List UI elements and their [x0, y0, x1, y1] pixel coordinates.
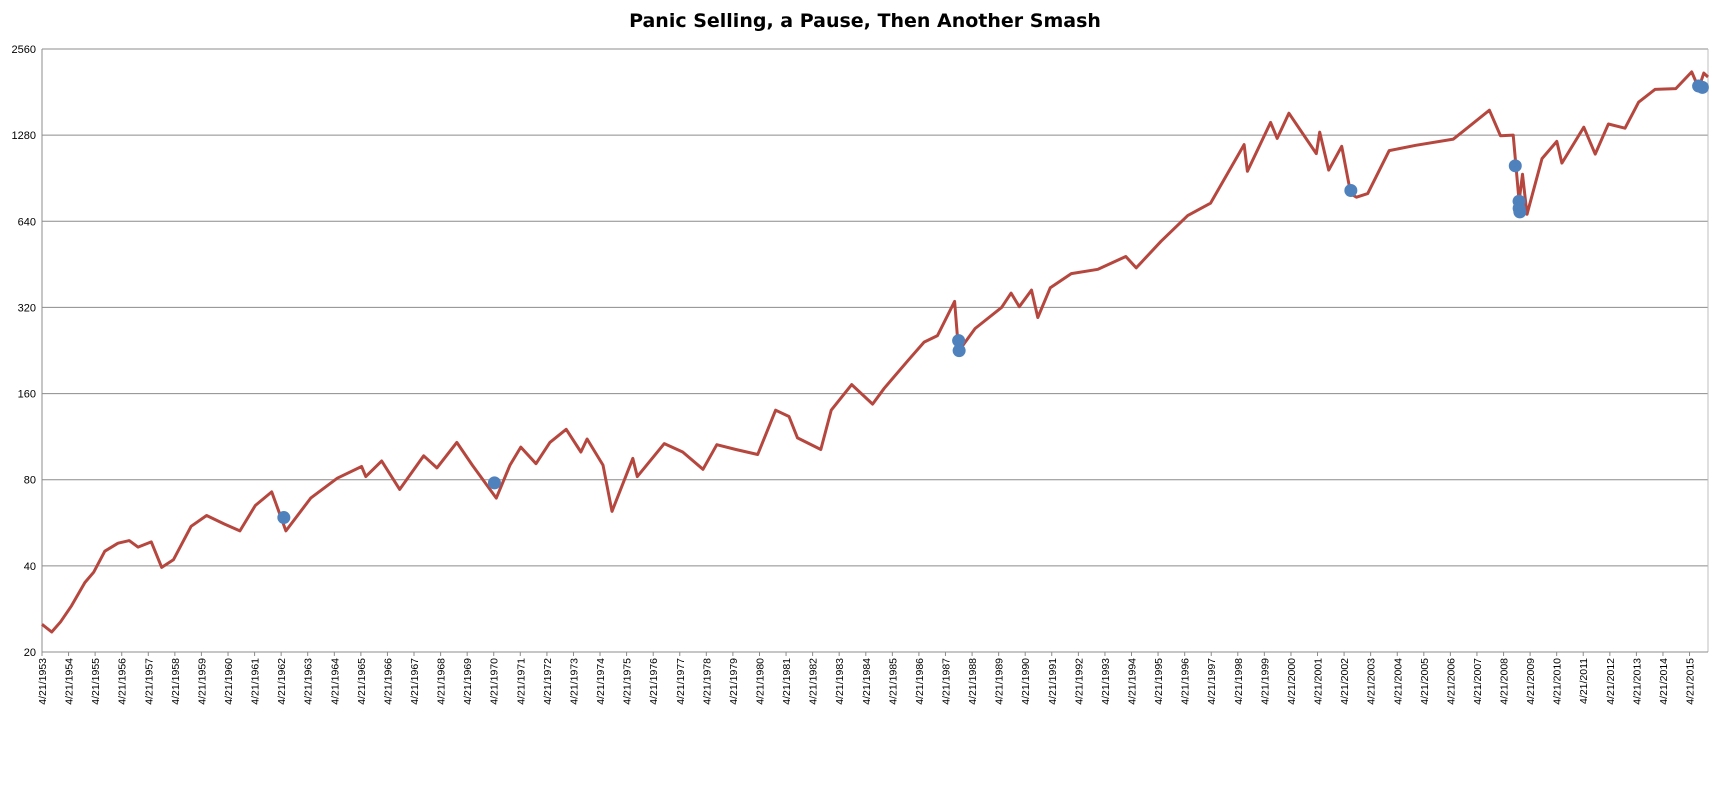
x-tick-label: 4/21/1965 [356, 658, 368, 705]
panic-marker [1695, 80, 1709, 94]
x-tick-label: 4/21/1993 [1100, 658, 1112, 705]
chart-title: Panic Selling, a Pause, Then Another Sma… [629, 10, 1101, 32]
x-tick-label: 4/21/1972 [542, 658, 554, 705]
x-tick-label: 4/21/2015 [1685, 658, 1697, 705]
x-tick-label: 4/21/1991 [1047, 658, 1059, 705]
x-tick-label: 4/21/1979 [728, 658, 740, 705]
x-tick-label: 4/21/1966 [382, 658, 394, 705]
x-tick-label: 4/21/2012 [1605, 658, 1617, 705]
x-tick-label: 4/21/2014 [1658, 658, 1670, 705]
x-tick-label: 4/21/1995 [1153, 658, 1165, 705]
x-tick-label: 4/21/1987 [940, 658, 952, 705]
x-tick-label: 4/21/1956 [117, 658, 129, 705]
x-tick-label: 4/21/1973 [568, 658, 580, 705]
x-tick-label: 4/21/1984 [861, 658, 873, 705]
x-tick-label: 4/21/2009 [1525, 658, 1537, 705]
x-tick-label: 4/21/1989 [994, 658, 1006, 705]
x-tick-label: 4/21/1985 [887, 658, 899, 705]
x-tick-label: 4/21/1974 [595, 658, 607, 705]
panic-marker [1344, 183, 1358, 197]
x-tick-label: 4/21/1997 [1206, 658, 1218, 705]
y-tick-label: 320 [18, 302, 36, 314]
x-tick-label: 4/21/2011 [1578, 658, 1590, 704]
y-tick-label: 40 [24, 561, 36, 573]
series-layer [41, 70, 1710, 634]
x-tick-label: 4/21/1954 [64, 658, 76, 705]
x-tick-label: 4/21/1977 [675, 658, 687, 705]
x-tick-label: 4/21/1996 [1180, 658, 1192, 705]
x-tick-label: 4/21/1982 [808, 658, 820, 705]
x-tick-label: 4/21/1976 [648, 658, 660, 705]
x-tick-label: 4/21/1967 [409, 658, 421, 705]
panic-marker [952, 344, 966, 358]
x-tick-label: 4/21/2008 [1499, 658, 1511, 705]
x-tick-label: 4/21/1961 [250, 658, 262, 705]
series-line [41, 70, 1710, 634]
axis-layer: 20 40 80 160 320 640 1280 2560 4/21/1953 4/21/195… [12, 44, 1709, 705]
x-tick-label: 4/21/1963 [303, 658, 315, 705]
marker-layer [277, 79, 1709, 525]
x-tick-label: 4/21/1983 [834, 658, 846, 705]
y-tick-label: 160 [18, 389, 36, 401]
x-tick-label: 4/21/1971 [515, 658, 527, 705]
x-tick-label: 4/21/2005 [1419, 658, 1431, 705]
x-tick-label: 4/21/1955 [90, 658, 102, 705]
x-tick-label: 4/21/1994 [1126, 658, 1138, 705]
x-tick-label: 4/21/1998 [1233, 658, 1245, 705]
x-tick-label: 4/21/1980 [755, 658, 767, 705]
x-tick-label: 4/21/2013 [1631, 658, 1643, 705]
x-tick-label: 4/21/1968 [436, 658, 448, 705]
panic-marker [1512, 201, 1526, 215]
x-tick-label: 4/21/1981 [781, 658, 793, 705]
x-tick-label: 4/21/1986 [914, 658, 926, 705]
x-tick-label: 4/21/1970 [489, 658, 501, 705]
x-tick-label: 4/21/1958 [170, 658, 182, 705]
panic-marker [952, 334, 966, 348]
x-tick-label: 4/21/1990 [1020, 658, 1032, 705]
y-tick-label: 1280 [12, 130, 36, 142]
x-tick-label: 4/21/1962 [276, 658, 288, 705]
x-tick-label: 4/21/1978 [701, 658, 713, 705]
x-tick-label: 4/21/2004 [1392, 658, 1404, 705]
x-tick-label: 4/21/1969 [462, 658, 474, 705]
x-tick-label: 4/21/1959 [196, 658, 208, 705]
x-tick-label: 4/21/2001 [1313, 658, 1325, 705]
x-tick-label: 4/21/1992 [1073, 658, 1085, 705]
panic-marker [487, 476, 501, 490]
x-tick-label: 4/21/1999 [1259, 658, 1271, 705]
x-tick-label: 4/21/2003 [1366, 658, 1378, 705]
y-tick-label: 2560 [12, 44, 36, 56]
panic-marker [1508, 159, 1522, 173]
y-tick-label: 20 [24, 647, 36, 659]
x-tick-label: 4/21/2006 [1445, 658, 1457, 705]
y-tick-label: 80 [24, 475, 36, 487]
panic-marker [277, 511, 291, 525]
x-tick-label: 4/21/2002 [1339, 658, 1351, 705]
x-tick-label: 4/21/1964 [329, 658, 341, 705]
x-tick-label: 4/21/1988 [967, 658, 979, 705]
y-tick-label: 640 [18, 216, 36, 228]
x-tick-label: 4/21/1953 [37, 658, 49, 705]
x-tick-label: 4/21/1960 [223, 658, 235, 705]
x-tick-label: 4/21/2000 [1286, 658, 1298, 705]
x-tick-label: 4/21/2010 [1552, 658, 1564, 705]
x-tick-label: 4/21/1957 [143, 658, 155, 705]
x-tick-label: 4/21/2007 [1472, 658, 1484, 705]
grid-layer [42, 48, 1708, 653]
x-tick-label: 4/21/1975 [622, 658, 634, 705]
